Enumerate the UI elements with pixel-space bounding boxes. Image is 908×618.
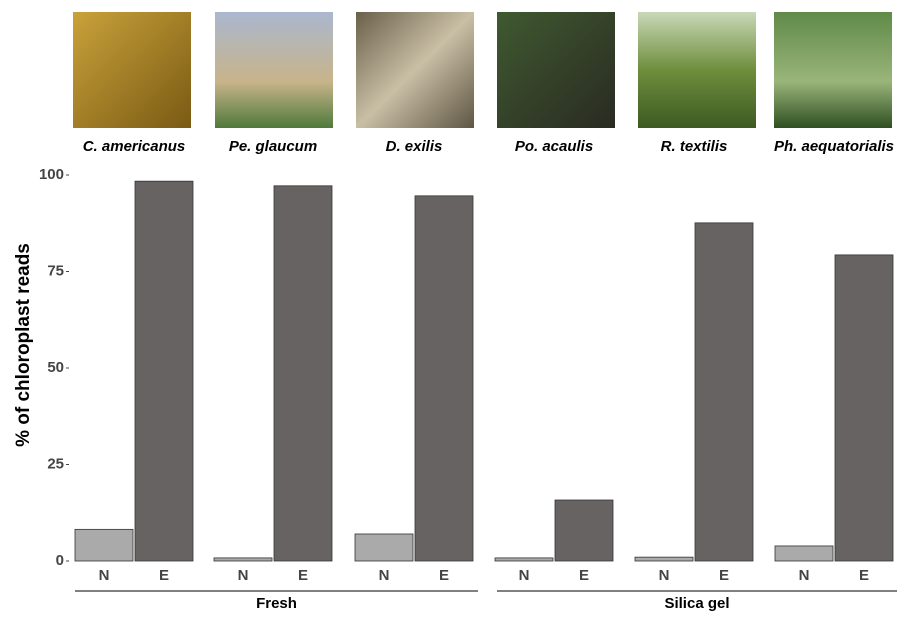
group-label: Fresh xyxy=(256,595,297,612)
photo xyxy=(774,12,892,128)
x-tick-label: N xyxy=(519,567,530,584)
y-tick-label: 25 xyxy=(47,455,64,472)
photo xyxy=(497,12,615,128)
species-label: Pe. glaucum xyxy=(229,138,317,155)
x-tick-label: N xyxy=(238,567,249,584)
x-tick-label: N xyxy=(379,567,390,584)
x-tick-label: E xyxy=(579,567,589,584)
y-axis-title: % of chloroplast reads xyxy=(13,243,34,447)
photo xyxy=(73,12,191,128)
bar xyxy=(414,195,474,562)
y-tick-label: 75 xyxy=(47,262,64,279)
x-tick-label: E xyxy=(159,567,169,584)
bar xyxy=(134,180,194,562)
species-label: D. exilis xyxy=(386,138,443,155)
bar xyxy=(354,533,414,562)
y-tick-label: 50 xyxy=(47,359,64,376)
y-tick-label: 0 xyxy=(56,552,64,569)
x-tick-label: N xyxy=(99,567,110,584)
x-tick-label: E xyxy=(439,567,449,584)
x-tick-label: E xyxy=(298,567,308,584)
group-label: Silica gel xyxy=(664,595,729,612)
x-tick-label: E xyxy=(719,567,729,584)
species-label: R. textilis xyxy=(661,138,728,155)
bar xyxy=(554,499,614,562)
photos xyxy=(73,12,892,128)
photo xyxy=(215,12,333,128)
photo xyxy=(356,12,474,128)
bar xyxy=(694,222,754,562)
y-tick-label: 100 xyxy=(39,166,64,183)
photo xyxy=(638,12,756,128)
species-label: Po. acaulis xyxy=(515,138,593,155)
species-label: C. americanus xyxy=(83,138,186,155)
bar xyxy=(213,557,273,562)
bar xyxy=(74,528,134,562)
bar xyxy=(774,545,834,562)
x-tick-label: E xyxy=(859,567,869,584)
species-label: Ph. aequatorialis xyxy=(774,138,894,155)
bar xyxy=(834,254,894,562)
x-tick-label: N xyxy=(659,567,670,584)
x-tick-label: N xyxy=(799,567,810,584)
bar xyxy=(494,557,554,562)
bar xyxy=(634,556,694,562)
bar xyxy=(273,185,333,562)
